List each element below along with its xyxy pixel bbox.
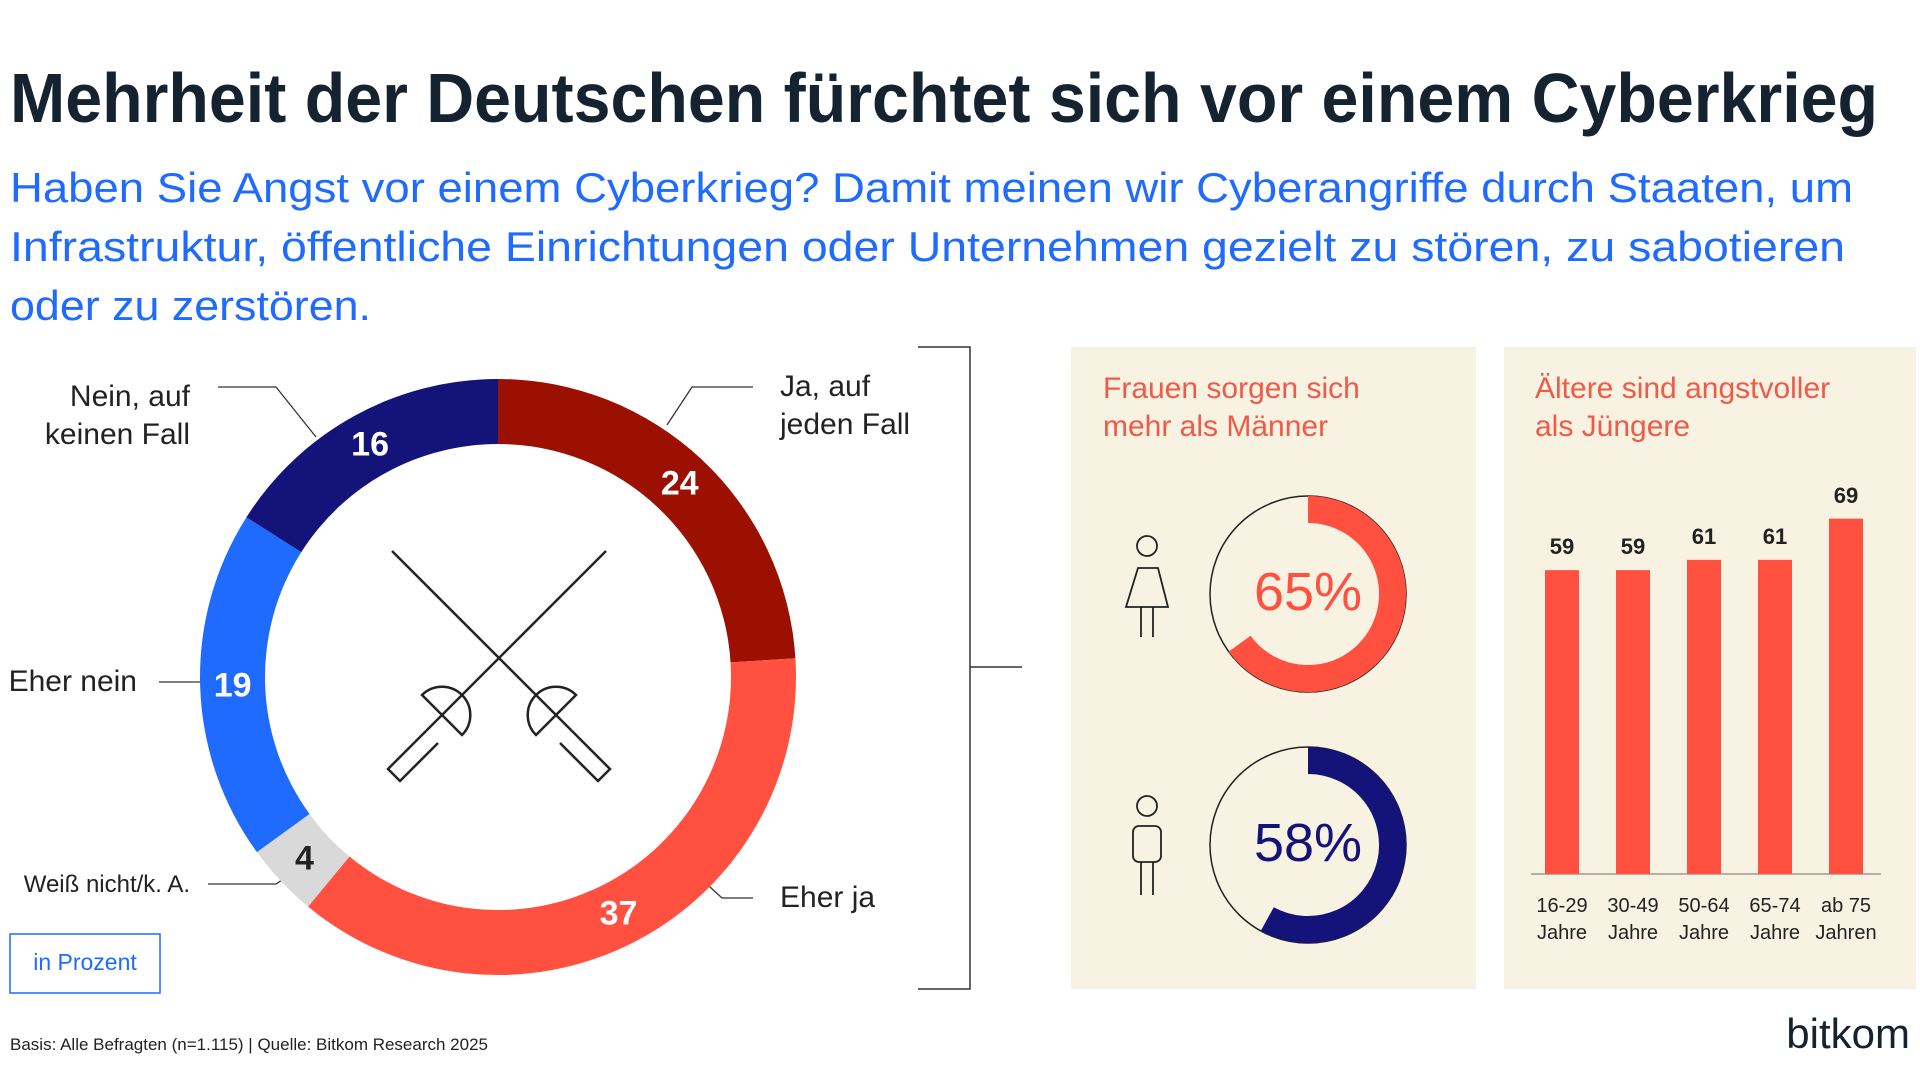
donut-segment (498, 379, 796, 663)
value-label: 61 (1691, 523, 1717, 549)
x-tick-label: 16-29 Jahre (1536, 895, 1588, 944)
value-label: 69 (1833, 482, 1859, 508)
category-label: Eher ja (780, 881, 876, 914)
panel-title: Frauen sorgen sich mehr als Männer (1103, 372, 1360, 443)
donut-segment (246, 379, 498, 553)
leader-line (218, 386, 317, 438)
gauge-value: 58% (1253, 813, 1363, 873)
unit-box (9, 933, 161, 994)
subtitle-line: Haben Sie Angst vor einem Cyberkrieg? Da… (10, 164, 1853, 211)
value-label: 61 (1762, 523, 1788, 549)
value-label: 16 (351, 425, 389, 463)
source: Basis: Alle Befragten (n=1.115) | Quelle… (10, 1035, 488, 1054)
value-label: 19 (214, 666, 252, 704)
title: Mehrheit der Deutschen fürchtet sich vor… (10, 59, 1878, 137)
gauge-arc (1228, 496, 1406, 692)
bar (1829, 518, 1863, 874)
category-label: Ja, auf jeden Fall (780, 370, 911, 441)
leader-line (666, 386, 753, 426)
gauge-value: 65% (1253, 562, 1363, 622)
bar (1545, 570, 1579, 874)
x-tick-label: 65-74 Jahre (1749, 895, 1801, 944)
bar (1687, 559, 1721, 874)
value-label: 4 (295, 840, 314, 878)
x-tick-label: 50-64 Jahre (1678, 895, 1730, 944)
unit-note: in Prozent (33, 949, 137, 975)
brand-logo: bitkom (1786, 1010, 1910, 1057)
value-label: 24 (661, 464, 699, 502)
category-label: Nein, auf keinen Fall (44, 380, 190, 451)
bar (1758, 559, 1792, 874)
gauge-arc (1260, 747, 1406, 943)
bracket (918, 346, 971, 990)
value-label: 59 (1549, 534, 1575, 560)
man-icon (1132, 795, 1162, 895)
category-label: Weiß nicht/k. A. (23, 871, 190, 898)
donut-segment (256, 813, 350, 907)
bar (1616, 570, 1650, 874)
value-label: 37 (600, 895, 638, 933)
x-tick-label: ab 75 Jahren (1815, 895, 1877, 944)
panel-title: Ältere sind angstvoller als Jüngere (1535, 372, 1831, 443)
subtitle-line: oder zu zerstören. (10, 282, 371, 329)
donut-segment (200, 517, 310, 853)
swords-icon (386, 550, 612, 783)
x-tick-label: 30-49 Jahre (1607, 895, 1659, 944)
subtitle-line: Infrastruktur, öffentliche Einrichtungen… (10, 223, 1845, 270)
value-label: 59 (1620, 534, 1646, 560)
donut-segment (308, 658, 796, 976)
category-label: Eher nein (8, 665, 137, 698)
woman-icon (1124, 535, 1170, 637)
